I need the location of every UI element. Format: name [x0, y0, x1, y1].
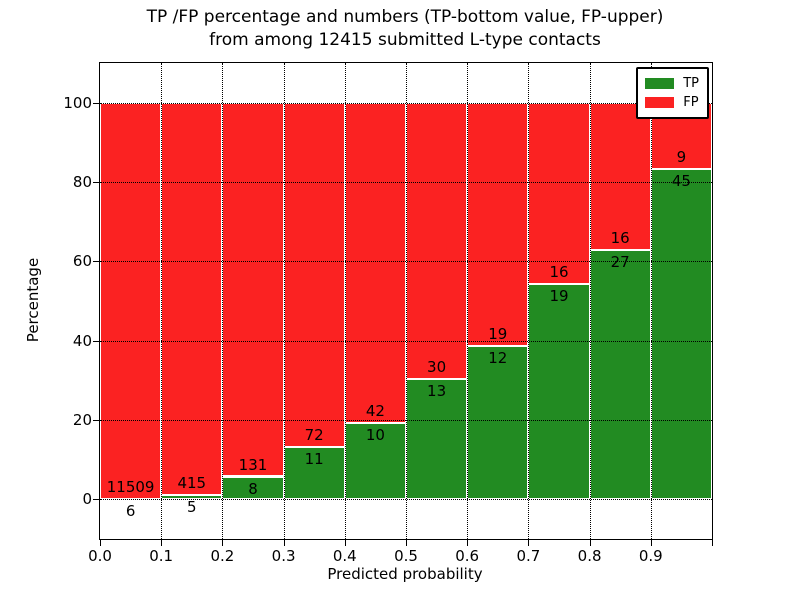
x-tick-label: 0.4	[332, 547, 357, 565]
chart-title: TP /FP percentage and numbers (TP-bottom…	[99, 6, 711, 52]
tp-count-label: 45	[671, 171, 691, 190]
bar-segment-fp	[100, 102, 162, 500]
x-tick-mark	[528, 539, 530, 546]
y-tick-label: 80	[72, 173, 92, 191]
legend-label-fp: FP	[683, 95, 699, 110]
fp-count-label: 42	[365, 402, 385, 421]
x-axis-label: Predicted probability	[327, 565, 483, 583]
x-tick-mark	[222, 539, 224, 546]
legend-entry-fp: FP	[645, 93, 699, 112]
bar-segment-fp	[344, 102, 406, 424]
x-gridline	[589, 63, 591, 539]
x-tick-label: 0.0	[88, 547, 112, 565]
x-gridline	[406, 63, 407, 539]
fp-count-label: 9	[676, 147, 687, 166]
x-tick-mark	[100, 539, 101, 546]
x-tick-label: 0.9	[638, 547, 663, 565]
x-tick-mark	[344, 539, 346, 546]
x-tick-label: 0.7	[516, 547, 541, 565]
x-gridline	[528, 63, 530, 539]
y-tick-label: 60	[72, 252, 92, 271]
y-tick-label: 20	[72, 411, 92, 429]
x-gridline	[344, 63, 346, 539]
tp-count-label: 6	[125, 502, 136, 521]
x-tick-mark	[650, 539, 652, 546]
tp-count-label: 10	[365, 426, 385, 445]
fp-count-label: 72	[304, 425, 324, 444]
x-tick-label: 0.5	[394, 547, 418, 565]
bar-segment-fp	[467, 102, 529, 346]
x-tick-mark	[589, 539, 591, 546]
x-tick-mark	[712, 539, 713, 546]
tp-count-label: 11	[304, 449, 324, 468]
bar-segment-tp	[467, 345, 529, 500]
y-axis-label: Percentage	[24, 257, 42, 343]
tp-count-label: 19	[549, 287, 569, 305]
legend-box: TP FP	[636, 67, 709, 119]
x-tick-mark	[283, 539, 285, 546]
plot-area: 0 20 40 60 80 100 0.0 0.1 0.2 0.3 0.4 0.5 0.6 0.7 0.8 0…	[63, 62, 713, 565]
fp-count-label: 11509	[106, 478, 155, 497]
tp-count-label: 13	[427, 382, 447, 401]
bar-segment-fp	[161, 102, 223, 495]
y-tick-mark	[93, 499, 100, 501]
fp-count-label: 16	[610, 229, 630, 248]
x-tick-label: 0.8	[577, 547, 602, 565]
y-tick-label: 100	[63, 93, 92, 112]
bar-segment-tp	[650, 168, 712, 500]
x-gridline	[222, 63, 224, 539]
fp-count-label: 19	[488, 324, 508, 343]
y-tick-mark	[93, 420, 100, 421]
fp-count-label: 131	[238, 455, 268, 474]
legend-entry-tp: TP	[645, 74, 699, 93]
tp-count-label: 12	[488, 348, 508, 367]
bar-segment-tp	[344, 423, 406, 500]
y-tick-mark	[93, 102, 100, 104]
x-tick-label: 0.1	[149, 547, 174, 565]
bar-segment-fp	[406, 102, 468, 380]
x-gridline	[161, 63, 163, 539]
x-gridline	[283, 63, 285, 539]
x-tick-label: 0.3	[271, 547, 296, 565]
legend-swatch-fp	[645, 97, 675, 108]
chart-title-line2: from among 12415 submitted L-type contac…	[209, 30, 601, 50]
fp-count-label: 30	[427, 358, 447, 377]
x-tick-mark	[161, 539, 163, 546]
y-tick-label: 40	[72, 331, 92, 350]
bar-segment-fp	[283, 102, 345, 447]
tp-count-label: 8	[248, 479, 258, 498]
tp-count-label: 5	[187, 497, 197, 516]
bar-segment-fp	[589, 102, 651, 251]
y-tick-mark	[93, 340, 100, 342]
legend-label-tp: TP	[683, 76, 699, 91]
y-tick-label: 0	[82, 490, 92, 509]
x-tick-mark	[406, 539, 407, 546]
fp-count-label: 16	[549, 263, 569, 281]
x-gridline	[650, 63, 652, 539]
bar-segment-tp	[406, 379, 468, 500]
bar-segment-tp	[528, 284, 590, 500]
tp-count-label: 27	[610, 253, 630, 272]
fp-count-label: 415	[177, 473, 207, 492]
chart-title-line1: TP /FP percentage and numbers (TP-bottom…	[146, 7, 664, 27]
legend-swatch-tp	[645, 78, 675, 89]
x-tick-label: 0.6	[455, 547, 480, 565]
bar-segment-tp	[283, 446, 345, 500]
y-tick-mark	[93, 182, 100, 183]
x-tick-label: 0.2	[210, 547, 235, 565]
x-gridline	[467, 63, 469, 539]
x-tick-mark	[467, 539, 469, 546]
y-tick-mark	[93, 261, 100, 263]
bar-segment-fp	[222, 102, 284, 477]
